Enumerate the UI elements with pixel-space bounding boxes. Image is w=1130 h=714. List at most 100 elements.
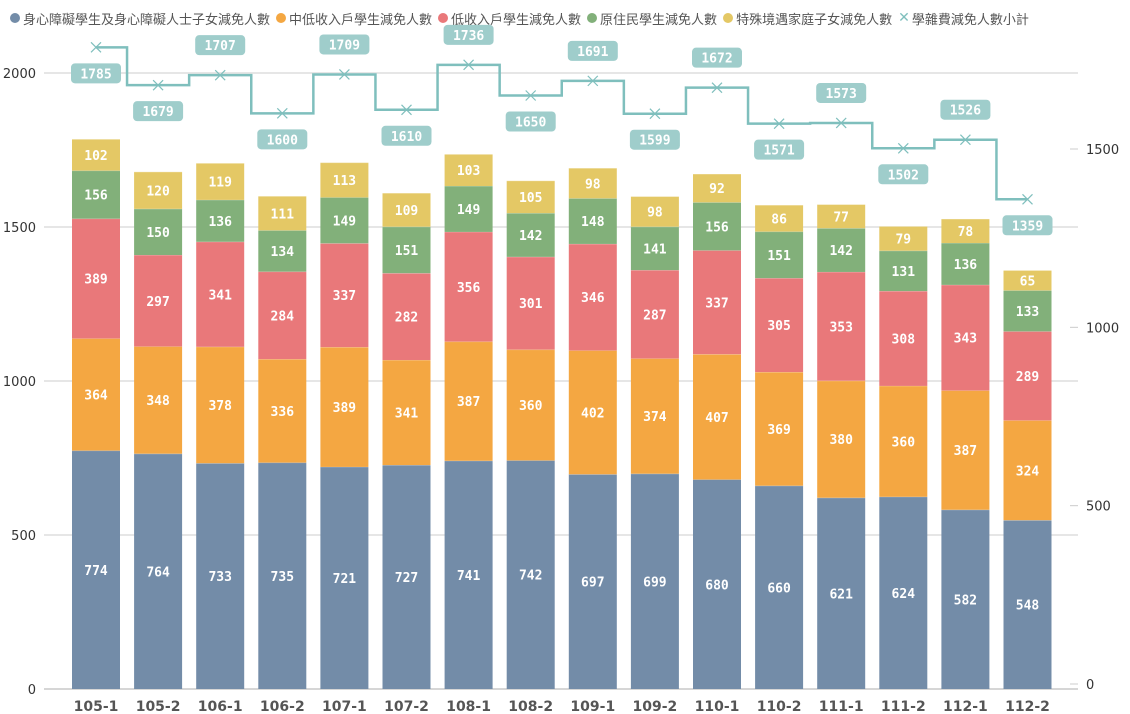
bar-segment[interactable]: [320, 197, 369, 244]
bar-segment[interactable]: [941, 509, 990, 689]
bar-segment[interactable]: [1003, 290, 1052, 332]
bar-segment[interactable]: [817, 380, 866, 498]
bar-stack[interactable]: 699 374 287 141 98: [630, 196, 679, 689]
bar-segment[interactable]: [817, 204, 866, 229]
total-point-marker[interactable]: [276, 107, 288, 119]
bar-segment[interactable]: [382, 226, 431, 274]
bar-segment[interactable]: [630, 270, 679, 359]
total-point-marker[interactable]: [959, 134, 971, 146]
bar-stack[interactable]: 733 378 341 136 119: [196, 162, 245, 689]
bar-segment[interactable]: [506, 213, 555, 257]
bar-segment[interactable]: [196, 241, 245, 347]
bar-segment[interactable]: [755, 205, 804, 232]
bar-segment[interactable]: [630, 196, 679, 227]
bar-segment[interactable]: [382, 273, 431, 361]
legend-item[interactable]: 中低收入戶學生減免人數: [276, 9, 432, 28]
total-point-marker[interactable]: [1022, 193, 1033, 205]
bar-segment[interactable]: [258, 271, 307, 360]
bar-segment[interactable]: [693, 202, 741, 251]
bar-segment[interactable]: [817, 271, 866, 381]
bar-segment[interactable]: [568, 474, 617, 689]
total-point-marker[interactable]: [401, 104, 412, 116]
bar-segment[interactable]: [134, 346, 183, 454]
bar-segment[interactable]: [444, 186, 493, 232]
bar-segment[interactable]: [879, 226, 928, 251]
bar-segment[interactable]: [134, 255, 183, 347]
bar-stack[interactable]: 764 348 297 150 120: [134, 171, 183, 689]
legend-item[interactable]: 低收入戶學生減免人數: [438, 9, 581, 28]
bar-segment[interactable]: [693, 354, 741, 480]
bar-segment[interactable]: [693, 250, 741, 355]
bar-segment[interactable]: [258, 462, 307, 689]
bar-segment[interactable]: [693, 174, 741, 203]
bar-segment[interactable]: [879, 250, 928, 292]
bar-segment[interactable]: [382, 360, 431, 466]
bar-segment[interactable]: [320, 162, 369, 198]
bar-segment[interactable]: [1003, 331, 1052, 421]
total-step-line[interactable]: [96, 46, 1028, 201]
bar-segment[interactable]: [320, 347, 369, 467]
bar-stack[interactable]: 680 407 337 156 92: [693, 173, 741, 689]
bar-segment[interactable]: [320, 466, 369, 689]
total-point-marker[interactable]: [649, 108, 661, 120]
bar-stack[interactable]: 774 364 389 156 102: [72, 138, 120, 689]
bar-segment[interactable]: [693, 479, 741, 689]
bar-segment[interactable]: [196, 463, 245, 689]
bar-segment[interactable]: [755, 485, 804, 689]
bar-segment[interactable]: [817, 497, 866, 689]
bar-stack[interactable]: 660 369 305 151 86: [755, 204, 804, 689]
bar-stack[interactable]: 697 402 346 148 98: [568, 167, 617, 689]
bar-segment[interactable]: [1003, 270, 1052, 291]
bar-segment[interactable]: [630, 473, 679, 689]
bar-segment[interactable]: [258, 196, 307, 231]
bar-stack[interactable]: 735 336 284 134 111: [258, 195, 307, 689]
total-point-marker[interactable]: [90, 41, 102, 53]
total-point-marker[interactable]: [773, 118, 785, 130]
bar-segment[interactable]: [506, 460, 555, 689]
total-point-marker[interactable]: [587, 75, 599, 87]
bar-segment[interactable]: [630, 358, 679, 474]
legend-item[interactable]: 身心障礙學生及身心障礙人士子女減免人數: [10, 9, 270, 28]
bar-segment[interactable]: [879, 291, 928, 386]
bar-segment[interactable]: [568, 243, 617, 351]
bar-segment[interactable]: [568, 168, 617, 199]
bar-segment[interactable]: [755, 231, 804, 279]
bar-segment[interactable]: [506, 349, 555, 461]
bar-stack[interactable]: 727 341 282 151 109: [382, 192, 431, 689]
bar-segment[interactable]: [134, 208, 183, 256]
total-point-marker[interactable]: [525, 90, 537, 101]
bar-segment[interactable]: [134, 453, 183, 689]
bar-segment[interactable]: [879, 385, 928, 497]
legend-item[interactable]: ✕ 學雜費減免人數小計: [898, 9, 1029, 28]
bar-stack[interactable]: 741 387 356 149 103: [444, 153, 493, 689]
bar-segment[interactable]: [382, 465, 431, 689]
bar-segment[interactable]: [444, 460, 493, 689]
bar-segment[interactable]: [444, 231, 493, 342]
bar-segment[interactable]: [817, 228, 866, 272]
bar-segment[interactable]: [196, 163, 245, 200]
bar-segment[interactable]: [258, 230, 307, 272]
bar-segment[interactable]: [941, 284, 990, 391]
bar-stack[interactable]: 582 387 343 136 78: [941, 218, 990, 689]
total-point-marker[interactable]: [711, 82, 723, 94]
bar-stack[interactable]: 624 360 308 131 79: [879, 225, 928, 689]
total-point-marker[interactable]: [214, 69, 226, 81]
bar-segment[interactable]: [196, 199, 245, 242]
bar-segment[interactable]: [1003, 520, 1052, 689]
total-point-marker[interactable]: [152, 79, 164, 91]
legend-item[interactable]: 特殊境遇家庭子女減免人數: [723, 9, 892, 28]
bar-segment[interactable]: [72, 139, 120, 171]
bar-segment[interactable]: [72, 450, 120, 689]
total-point-marker[interactable]: [338, 69, 350, 80]
bar-stack[interactable]: 721 389 337 149 113: [320, 162, 369, 689]
bar-segment[interactable]: [258, 359, 307, 463]
bar-segment[interactable]: [879, 496, 928, 689]
bar-segment[interactable]: [941, 218, 990, 244]
bar-segment[interactable]: [444, 154, 493, 187]
bar-segment[interactable]: [444, 341, 493, 461]
bar-segment[interactable]: [1003, 420, 1052, 521]
bar-stack[interactable]: 742 360 301 142 105: [506, 180, 555, 689]
bar-segment[interactable]: [320, 243, 369, 348]
bar-segment[interactable]: [72, 338, 120, 451]
bar-segment[interactable]: [382, 193, 431, 227]
